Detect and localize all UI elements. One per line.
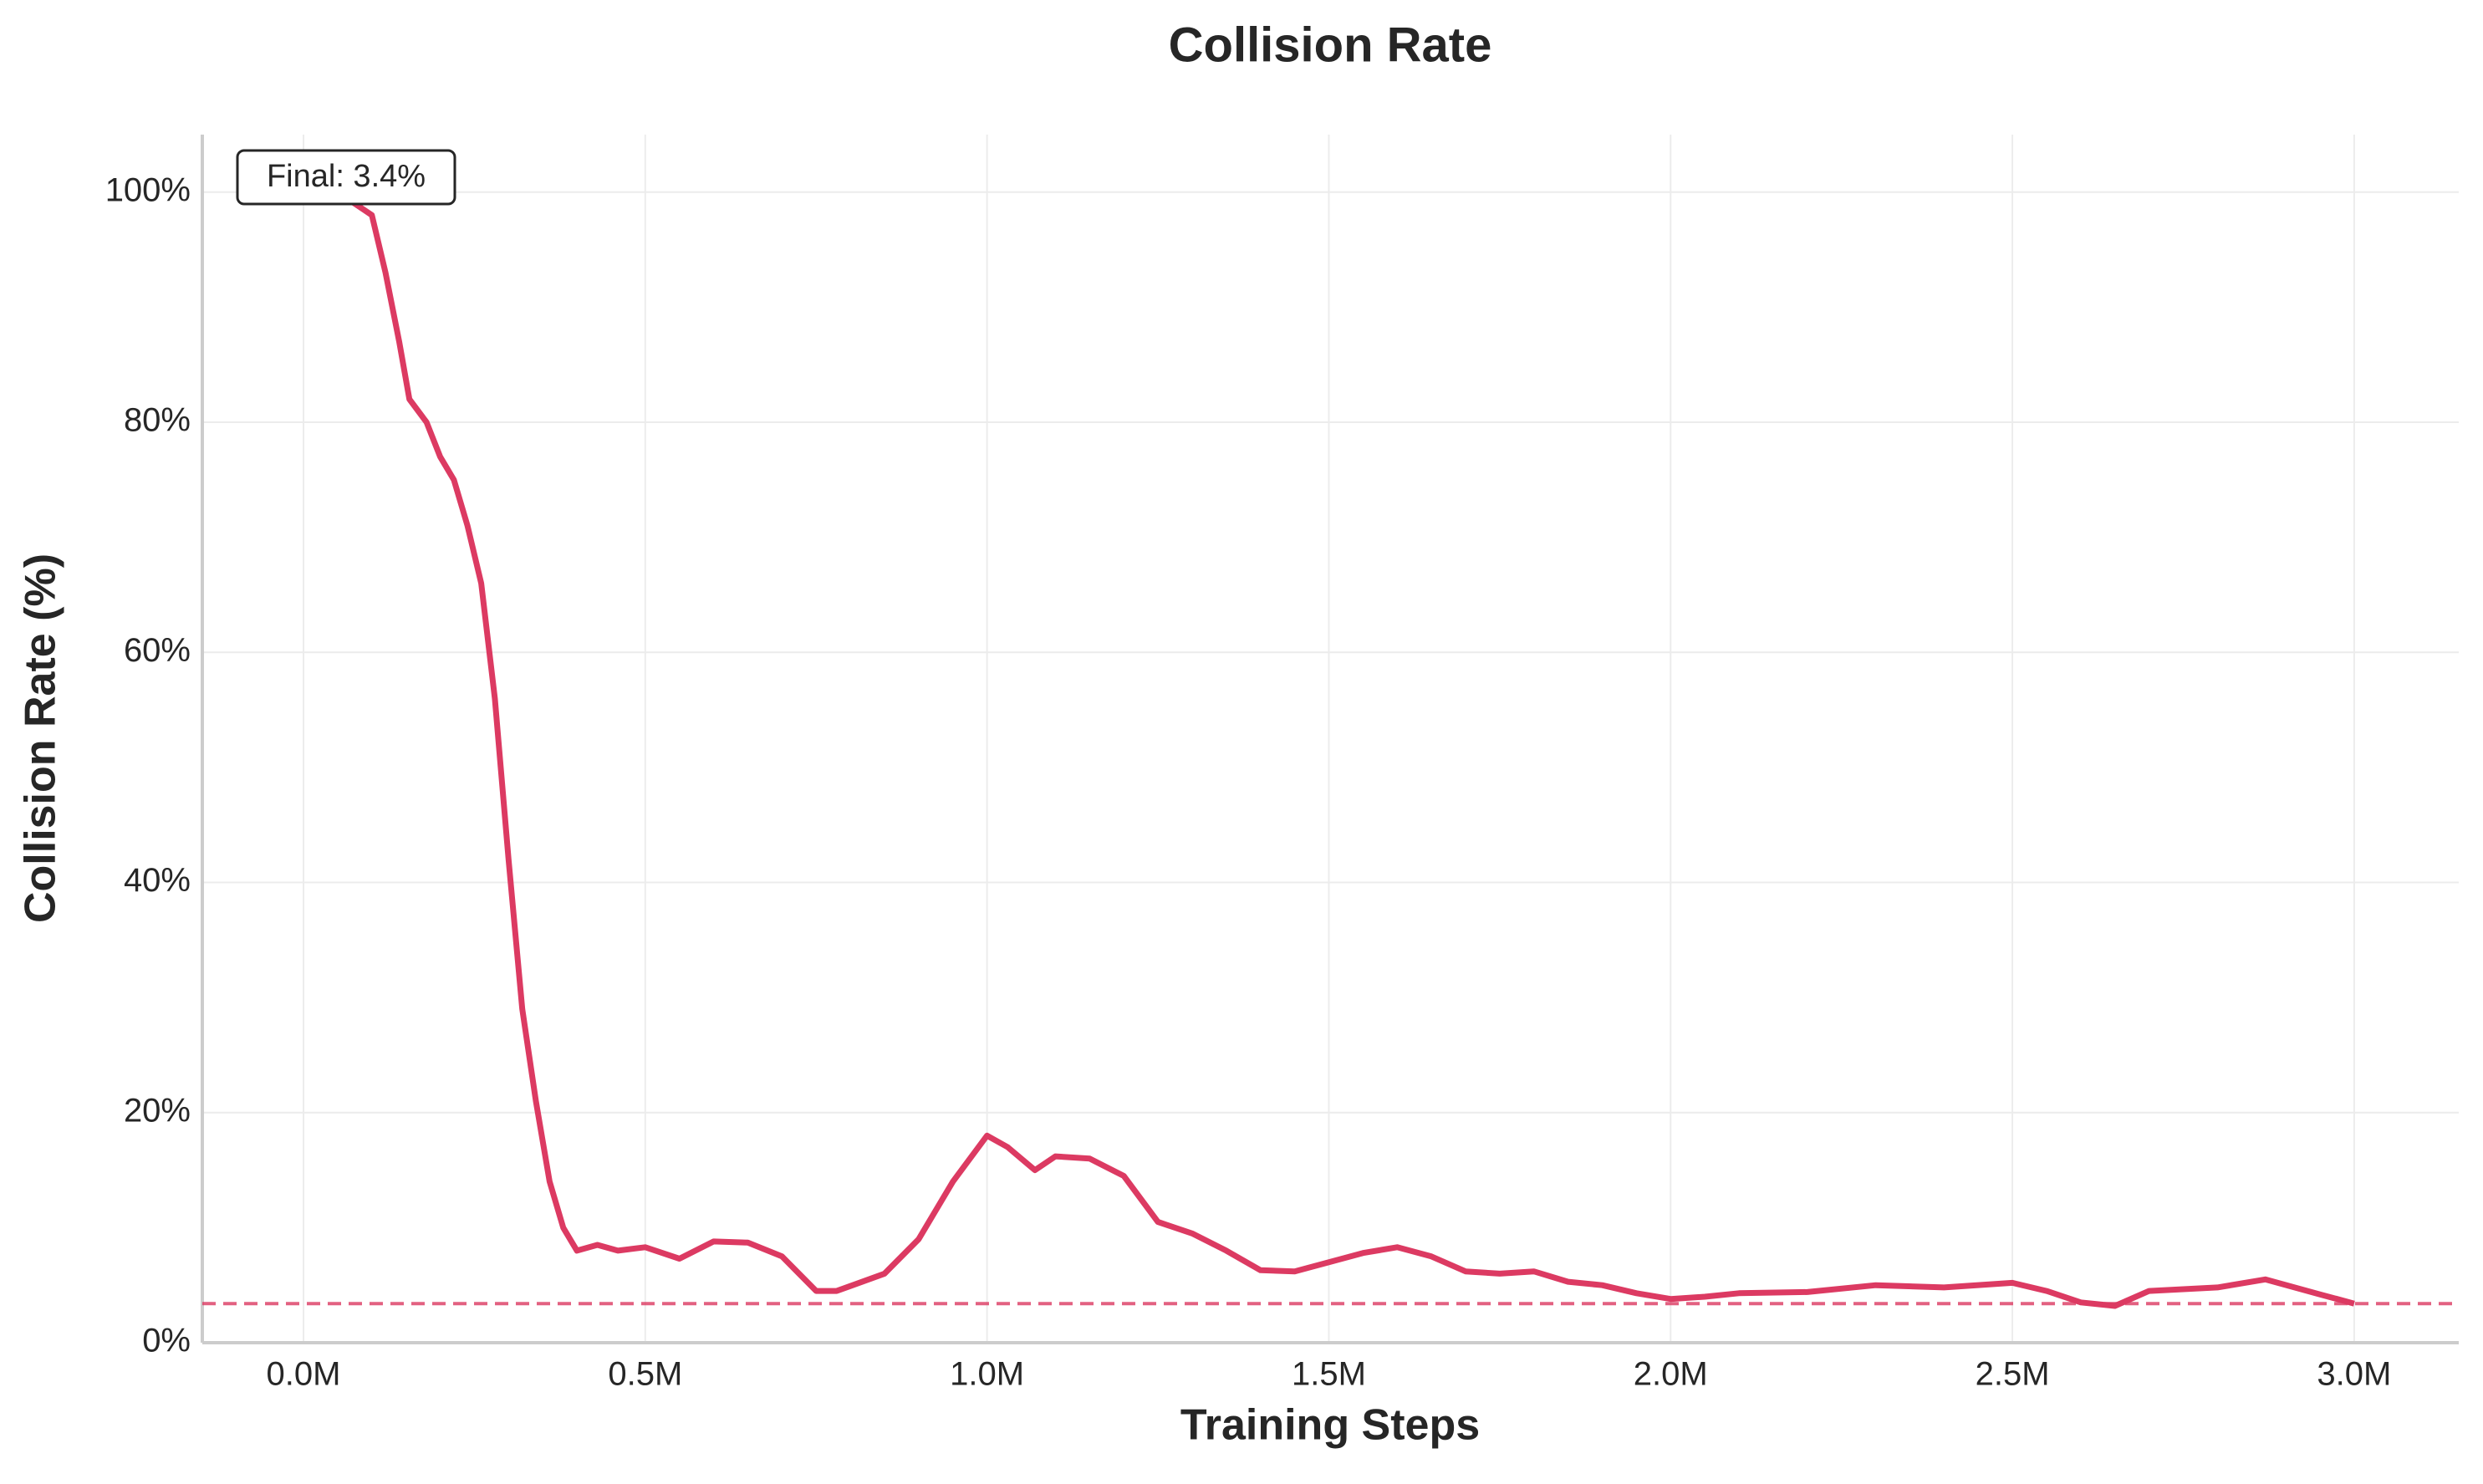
x-tick-label: 1.5M <box>1292 1356 1366 1393</box>
y-tick-label: 40% <box>124 862 191 899</box>
x-tick-label: 2.5M <box>1976 1356 2050 1393</box>
y-tick-label: 60% <box>124 632 191 669</box>
y-tick-label: 80% <box>124 402 191 439</box>
chart-title: Collision Rate <box>1169 18 1492 72</box>
x-tick-label: 0.5M <box>608 1356 682 1393</box>
x-tick-label: 0.0M <box>267 1356 341 1393</box>
y-axis-label: Collision Rate (%) <box>17 553 65 923</box>
x-tick-label: 3.0M <box>2317 1356 2391 1393</box>
y-tick-label: 100% <box>105 171 191 208</box>
data-line <box>303 189 2355 1309</box>
x-axis-label: Training Steps <box>1180 1401 1480 1450</box>
annotation-box <box>236 149 456 206</box>
x-tick-label: 2.0M <box>1634 1356 1708 1393</box>
x-tick-label: 1.0M <box>950 1356 1024 1393</box>
y-tick-label: 20% <box>124 1092 191 1129</box>
annotation: Final: 3.4% <box>267 159 426 194</box>
y-tick-label: 0% <box>142 1323 191 1359</box>
